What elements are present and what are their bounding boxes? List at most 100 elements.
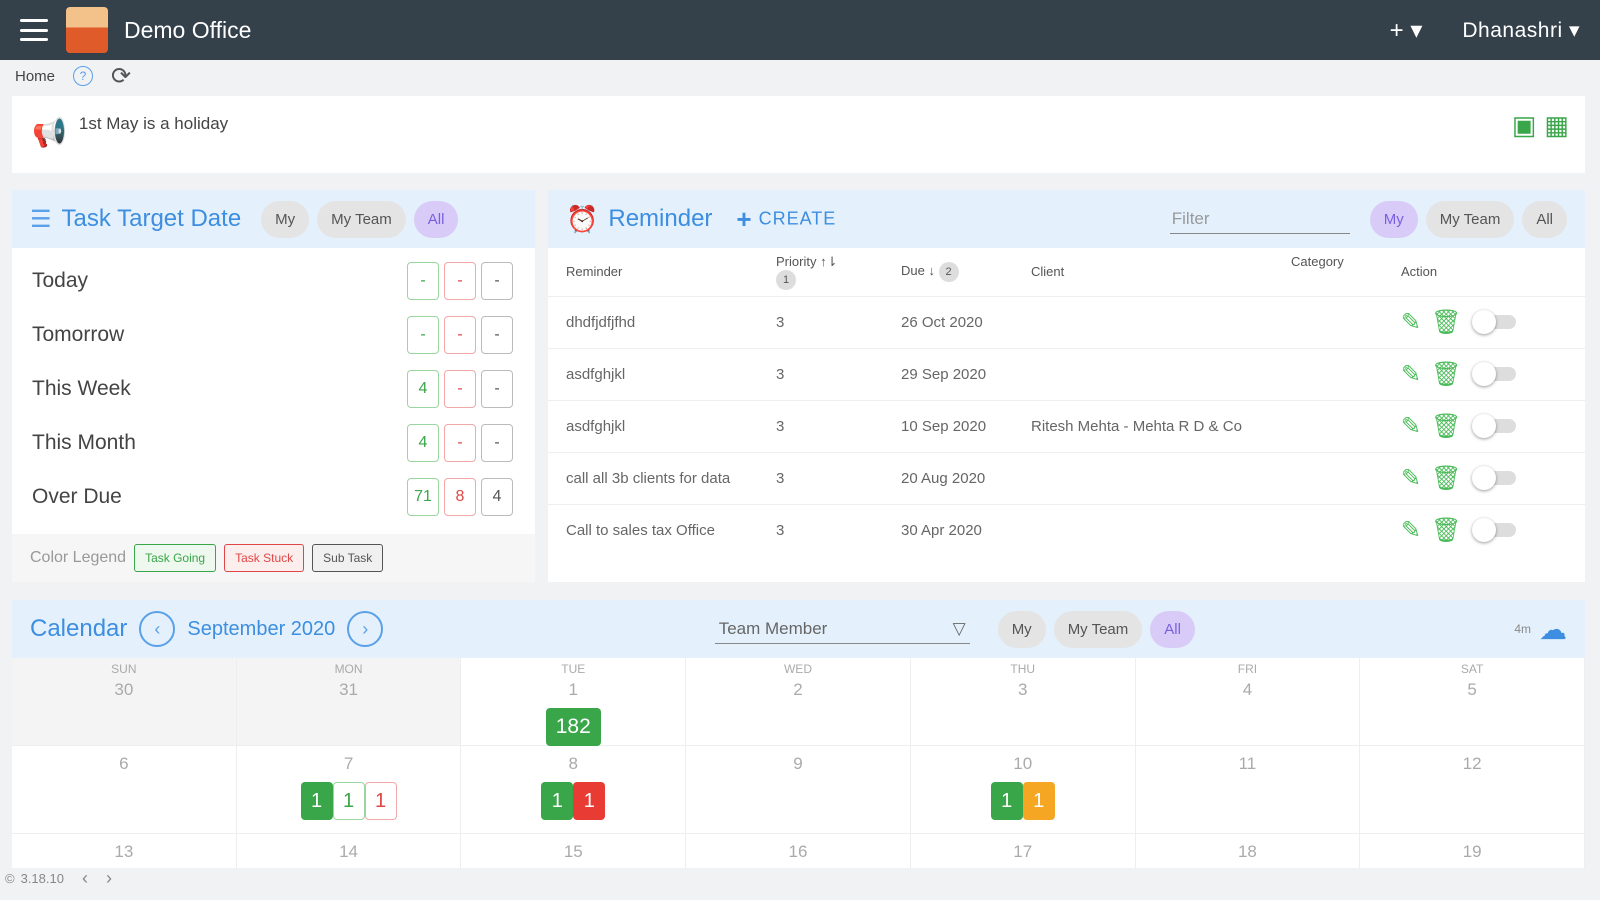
edit-icon[interactable]: ✎ [1401,308,1422,336]
day-number: 9 [793,754,803,773]
trash-icon[interactable]: 🗑 [1431,308,1462,336]
filter-my[interactable]: My [997,610,1046,648]
edit-icon[interactable]: ✎ [1401,464,1422,492]
calendar-day[interactable]: 11 [1135,746,1361,834]
help-icon[interactable]: ? [73,66,94,86]
calendar-event-count[interactable]: 1 [1022,782,1055,820]
trash-icon[interactable]: 🗑 [1431,412,1462,440]
menu-icon[interactable] [20,19,48,41]
calendar-day[interactable]: 15 [461,834,687,868]
calendar-day[interactable]: 14 [237,834,462,868]
calendar-day[interactable]: FRI 4 [1135,658,1361,746]
edit-icon[interactable]: ✎ [1401,516,1422,544]
add-menu-button[interactable]: + ▾ [1389,16,1423,44]
task-going-count[interactable]: - [407,262,439,300]
cloud-download-icon[interactable]: ☁ [1539,613,1567,645]
task-going-count[interactable]: - [407,316,439,354]
calendar-day[interactable]: SUN 30 [12,658,237,746]
refresh-icon[interactable]: ⟳ [111,62,132,90]
calendar-day[interactable]: 12 [1360,746,1585,834]
trash-icon[interactable]: 🗑 [1431,464,1462,492]
filter-all[interactable]: All [1150,610,1195,648]
calendar-day[interactable]: 17 [911,834,1136,868]
sub-task-count[interactable]: 4 [481,478,513,516]
sub-task-count[interactable]: - [481,370,513,408]
col-reminder[interactable]: Reminder [566,264,623,280]
edit-icon[interactable]: ✎ [1401,412,1422,440]
calendar-day[interactable]: SAT 5 [1360,658,1585,746]
team-member-select[interactable]: Team Member ▽ [714,615,970,644]
col-category[interactable]: Category [1291,254,1344,269]
col-client[interactable]: Client [1031,264,1065,280]
trash-icon[interactable]: 🗑 [1431,360,1462,388]
active-toggle[interactable] [1471,466,1516,490]
sub-task-count[interactable]: - [481,424,513,462]
active-toggle[interactable] [1471,414,1516,438]
task-stuck-count[interactable]: - [444,316,476,354]
filter-my-team[interactable]: My Team [317,200,406,238]
task-stuck-count[interactable]: - [444,370,476,408]
filter-input[interactable]: Filter [1169,205,1350,234]
calendar-event-count[interactable]: 1 [990,782,1023,820]
task-row: Today - - - [12,254,535,308]
calendar-event-count[interactable]: 1 [332,782,365,820]
prev-month-button[interactable]: ‹ [139,611,176,647]
calendar-event-count[interactable]: 1 [541,782,574,820]
filter-my-team[interactable]: My Team [1053,610,1143,648]
active-toggle[interactable] [1471,362,1516,386]
active-toggle[interactable] [1471,518,1516,543]
task-going-count[interactable]: 4 [407,424,439,462]
col-priority[interactable]: Priority ↑⇂ 1 [758,248,883,296]
task-stuck-count[interactable]: - [444,262,476,300]
day-number: 16 [788,842,808,861]
task-going-count[interactable]: 4 [407,370,439,408]
filter-my[interactable]: My [1369,200,1418,238]
user-menu-button[interactable]: Dhanashri ▾ [1462,18,1580,42]
calendar-event-count[interactable]: 1 [573,782,606,820]
next-month-button[interactable]: › [347,611,384,647]
sub-task-count[interactable]: - [481,316,513,354]
col-due[interactable]: Due ↓ 2 [883,248,1013,296]
trash-icon[interactable]: 🗑 [1431,516,1462,544]
active-toggle[interactable] [1471,310,1516,334]
reminder-table: Reminder Priority ↑⇂ 1 Due ↓ 2 Client Cat… [548,248,1585,556]
calendar-day[interactable]: 13 [12,834,237,868]
task-target-panel: ☰ Task Target Date My My Team All Today … [12,190,535,582]
contacts-icon[interactable]: ▣ [1511,110,1537,140]
task-going-count[interactable]: 71 [407,478,439,516]
day-number: 31 [339,680,359,699]
breadcrumb-home[interactable]: Home [15,67,56,85]
forward-button[interactable]: › [105,868,112,888]
task-stuck-count[interactable]: - [444,424,476,462]
filter-my[interactable]: My [261,200,310,238]
filter-all[interactable]: All [1522,200,1567,238]
legend-task-stuck: Task Stuck [224,544,305,572]
task-stuck-count[interactable]: 8 [444,478,476,516]
calendar-day[interactable]: 16 [686,834,911,868]
calendar-day[interactable]: 18 [1136,834,1361,868]
calendar-event-count[interactable]: 182 [545,708,601,746]
calendar-day[interactable]: 6 [12,746,237,834]
calendar-day[interactable]: WED 2 [686,658,911,746]
reminder-text: dhdfjdfjfhd [548,295,758,348]
calendar-day[interactable]: 19 [1360,834,1585,868]
app-title: Demo Office [124,16,252,43]
calendar-day[interactable]: TUE 1 182 [461,658,687,746]
calendar-day[interactable]: 10 1 1 [910,746,1136,834]
calendar-event-count[interactable]: 1 [364,782,397,820]
sub-task-count[interactable]: - [481,262,513,300]
calendar-day[interactable]: 9 [686,746,911,834]
weekday-label: SAT [1460,662,1484,676]
edit-icon[interactable]: ✎ [1401,360,1422,388]
create-reminder-button[interactable]: + CREATE [736,204,836,235]
calendar-day[interactable]: THU 3 [910,658,1136,746]
filter-all[interactable]: All [413,200,459,238]
filter-my-team[interactable]: My Team [1425,200,1515,238]
calendar-event-count[interactable]: 1 [300,782,333,820]
calendar-day[interactable]: MON 31 [236,658,462,746]
back-button[interactable]: ‹ [81,868,88,888]
panel-title: Calendar [30,615,128,642]
calendar-icon[interactable]: ▦ [1544,110,1569,140]
